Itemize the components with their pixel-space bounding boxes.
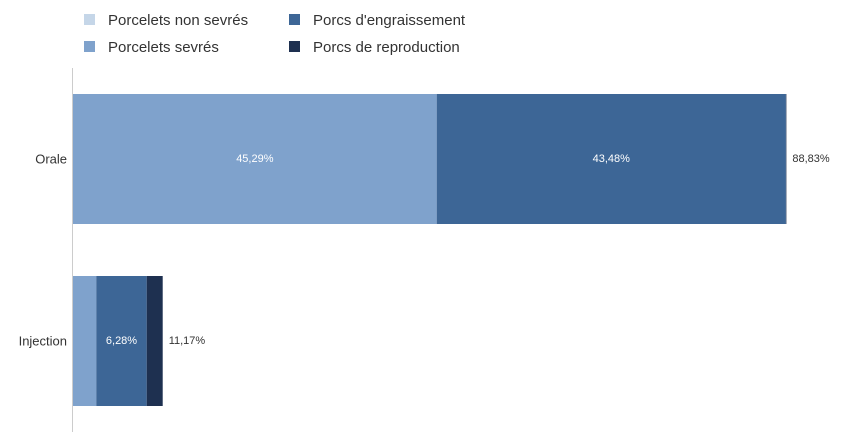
data-label: 45,29%	[236, 153, 274, 165]
bar-segment-orale-porcelets-sevres	[73, 94, 437, 224]
data-label: 6,28%	[106, 335, 137, 347]
legend-label: Porcelets sevrés	[108, 39, 219, 56]
data-label: 43,48%	[593, 153, 631, 165]
legend-item-porcs-de-reproduction: Porcs de reproduction	[289, 39, 460, 56]
legend-swatch	[84, 41, 95, 52]
bar-segment-orale-porcs-d-engraissement	[436, 94, 786, 224]
legend-item-porcelets-sevres: Porcelets sevrés	[84, 39, 219, 56]
legend-swatch	[289, 14, 300, 25]
bar-segment-injection-porcelets-sevres	[73, 276, 97, 406]
total-label: 88,83%	[792, 153, 830, 165]
legend: Porcelets non sevrés Porcelets sevrés Porc…	[84, 12, 466, 56]
total-label: 11,17%	[169, 335, 206, 347]
legend-swatch	[84, 14, 95, 25]
legend-swatch	[289, 41, 300, 52]
legend-label: Porcs d'engraissement	[313, 12, 466, 29]
bar-group-orale: Orale 45,29% 43,48% 88,83%	[35, 94, 830, 224]
category-label-injection: Injection	[19, 334, 67, 349]
category-label-orale: Orale	[35, 152, 67, 167]
bar-segment-injection-porcs-d-engraissement	[96, 276, 147, 406]
legend-label: Porcelets non sevrés	[108, 12, 248, 29]
legend-item-porcelets-non-sevres: Porcelets non sevrés	[84, 12, 248, 29]
legend-label: Porcs de reproduction	[313, 39, 460, 56]
bars-group: Orale 45,29% 43,48% 88,83% Injection 6,28% 11,…	[19, 94, 830, 406]
bar-group-injection: Injection 6,28% 11,17%	[19, 276, 206, 406]
bar-segment-injection-porcs-de-reproduction	[146, 276, 163, 406]
legend-item-porcs-d-engraissement: Porcs d'engraissement	[289, 12, 466, 29]
